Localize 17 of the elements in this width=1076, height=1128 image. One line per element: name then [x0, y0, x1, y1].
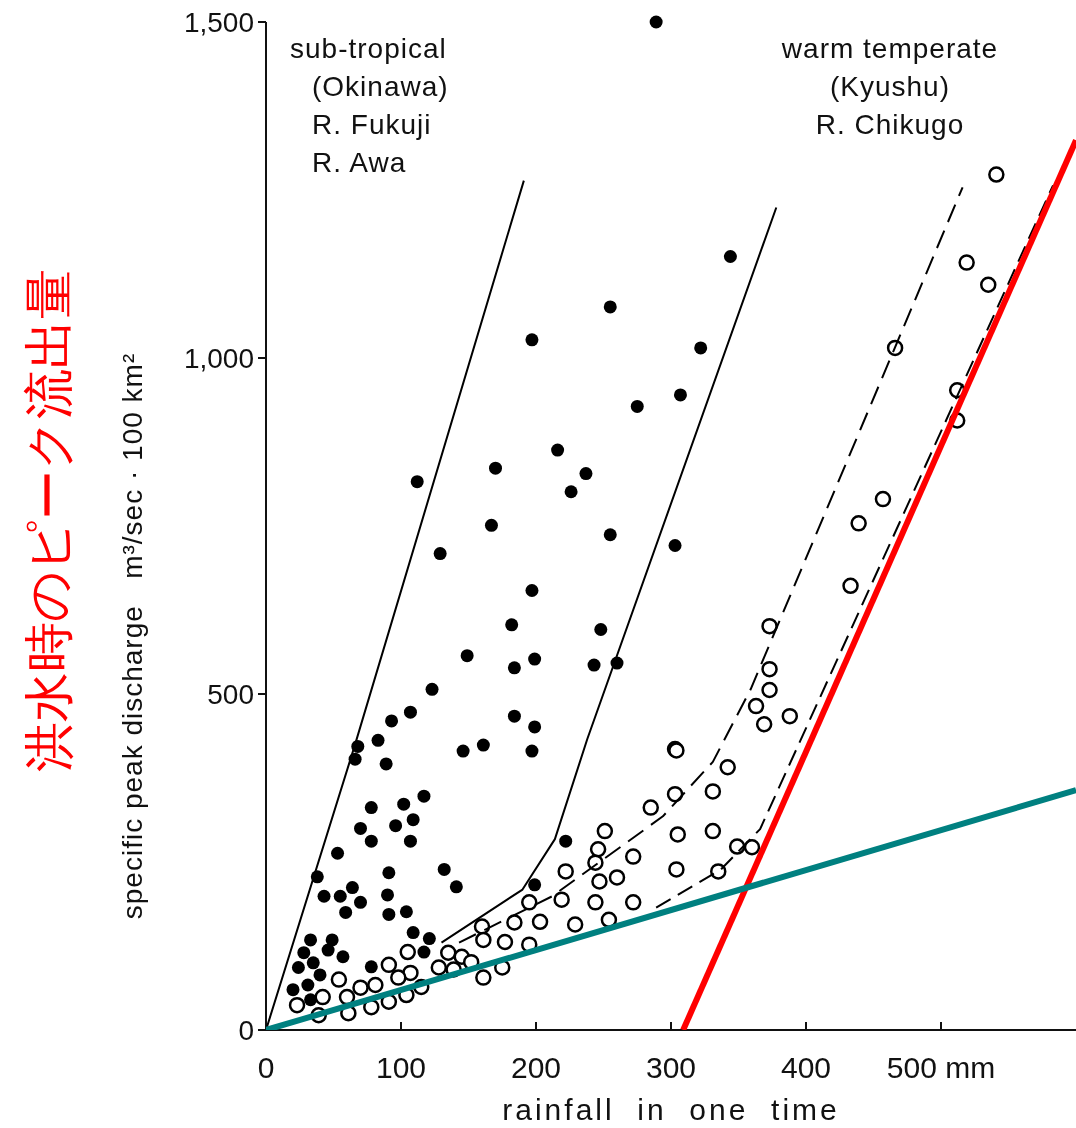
x-tick-label: 400	[780, 1051, 832, 1084]
x-tick-label: 500 mm	[886, 1051, 996, 1084]
y-axis-title: specific peak discharge m³/sec · 100 km²	[117, 352, 148, 920]
line-series	[655, 184, 1055, 909]
y-tick-label: 1,500	[183, 7, 254, 38]
annotation: sub-tropical (Okinawa) R. Fukuji R. Awa	[290, 33, 449, 178]
annotation: warm temperate (Kyushu) R. Chikugo	[780, 33, 999, 140]
x-tick-label: 300	[645, 1051, 697, 1084]
x-tick-label: 100	[375, 1051, 427, 1084]
text: 洪水時のピーク流出量	[21, 268, 77, 772]
y-tick-label: 1,000	[183, 343, 254, 374]
x-tick-label: 200	[510, 1051, 562, 1084]
y-tick-label: 0	[238, 1015, 254, 1046]
x-tick-label: 0	[257, 1051, 275, 1084]
y-tick-label: 500	[207, 679, 254, 710]
x-axis-title: rainfall in one time	[502, 1093, 840, 1126]
line-series	[458, 186, 964, 944]
